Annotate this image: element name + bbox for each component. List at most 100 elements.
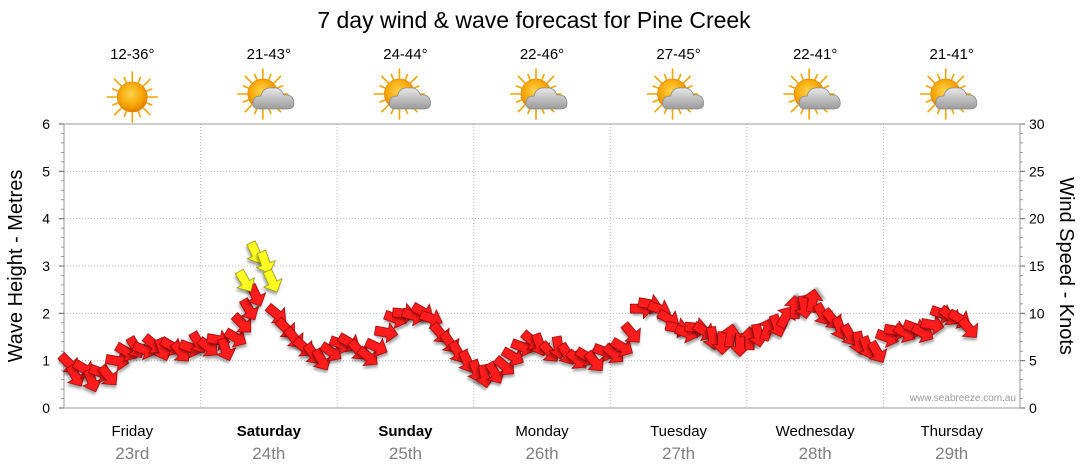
chart-title: 7 day wind & wave forecast for Pine Cree… (317, 7, 751, 33)
wind-arrow (196, 336, 218, 357)
sun-ray-icon (788, 85, 796, 89)
partly-cloudy-icon (919, 68, 978, 120)
cloud-shape-icon (935, 87, 978, 110)
sun-ray-icon (959, 85, 966, 89)
day-name-label: Wednesday (776, 423, 855, 440)
sun-ray-icon (541, 73, 545, 81)
sun-ray-icon (546, 75, 555, 84)
sun-ray-icon (113, 78, 122, 87)
cloud-icon (252, 87, 295, 110)
sun-ray-icon (654, 75, 663, 84)
sun-ray-icon (380, 104, 389, 113)
cloud-icon (798, 87, 841, 110)
wind-arrow (484, 360, 505, 384)
sun-ray-icon (819, 75, 828, 84)
sun-ray-icon (790, 75, 799, 84)
wind-arrow (500, 346, 524, 367)
day-date-label: 27th (662, 444, 695, 463)
left-axis-tick-label: 3 (42, 258, 50, 274)
sun-ray-icon (146, 102, 153, 106)
wind-arrow (867, 339, 888, 363)
sun-ray-icon (123, 110, 127, 118)
left-axis-tick-label: 0 (42, 400, 50, 416)
sun-ray-icon (652, 99, 659, 103)
day-temperature-range: 21-41° (930, 46, 974, 63)
right-axis-tick-label: 5 (1029, 353, 1037, 369)
sun-ray-icon (788, 99, 796, 103)
left-axis-tick-label: 4 (42, 211, 50, 227)
sun-ray-icon (800, 107, 804, 115)
sun-ray-icon (123, 76, 127, 84)
sun-ray-icon (254, 73, 258, 81)
sun-ray-icon (956, 75, 965, 84)
day-temperature-range: 27-45° (656, 46, 700, 63)
sun-ray-icon (936, 107, 941, 115)
left-axis-tick-label: 6 (42, 116, 50, 132)
sun-ray-icon (142, 107, 151, 116)
day-temperature-range: 21-43° (247, 46, 291, 63)
cloud-icon (935, 87, 978, 110)
right-axis-tick-label: 0 (1029, 400, 1037, 416)
sun-ray-icon (677, 73, 682, 81)
sun-ray-icon (517, 104, 526, 113)
wind-arrow (910, 322, 934, 344)
sun-disc-icon (116, 81, 148, 113)
cloud-shape-icon (662, 87, 705, 110)
sun-ray-icon (268, 107, 272, 115)
sun-ray-icon (515, 99, 523, 103)
sun-ray-icon (515, 85, 523, 89)
cloud-shape-icon (389, 87, 431, 110)
wind-arrow (492, 355, 515, 376)
sun-ray-icon (541, 107, 545, 115)
sun-ray-icon (936, 73, 941, 81)
sun-ray-icon (409, 75, 418, 84)
partly-cloudy-icon (237, 68, 295, 120)
sun-ray-icon (142, 78, 151, 87)
wind-arrow (223, 327, 247, 348)
wind-arrow (97, 363, 118, 386)
left-axis-title: Wave Height - Metres (5, 170, 27, 363)
partly-cloudy-icon (373, 68, 431, 120)
sun-ray-icon (113, 107, 122, 116)
left-axis-tick-label: 2 (42, 305, 50, 321)
sun-ray-icon (549, 85, 557, 89)
partly-cloudy-icon (783, 68, 841, 120)
day-temperature-range: 22-46° (520, 46, 564, 63)
day-temperature-range: 22-41° (793, 46, 837, 63)
sun-ray-icon (254, 107, 258, 115)
wind-arrow (230, 312, 252, 333)
wind-arrow (356, 345, 378, 366)
sun-ray-icon (137, 76, 142, 84)
wind-arrow (373, 322, 399, 344)
sun-ray-icon (404, 73, 409, 81)
right-axis-title: Wind Speed - Knots (1055, 177, 1077, 355)
sun-icon (106, 71, 159, 123)
sun-ray-icon (137, 110, 142, 118)
cloud-shape-icon (252, 87, 295, 110)
wind-arrow (720, 323, 742, 349)
cloud-icon (662, 87, 705, 110)
day-temperature-range: 24-44° (383, 46, 427, 63)
partly-cloudy-icon (646, 68, 705, 120)
day-date-label: 24th (252, 444, 285, 463)
right-axis-tick-label: 20 (1029, 211, 1045, 227)
wind-arrow (601, 342, 624, 364)
sun-ray-icon (927, 104, 936, 113)
right-axis-tick-label: 15 (1029, 258, 1045, 274)
sun-ray-icon (404, 107, 409, 115)
day-name-label: Sunday (378, 423, 433, 440)
day-name-label: Monday (515, 423, 569, 440)
wind-arrow (239, 297, 260, 321)
day-date-label: 29th (935, 444, 968, 463)
sun-ray-icon (927, 75, 936, 84)
cloud-icon (389, 87, 431, 110)
sun-ray-icon (380, 75, 389, 84)
sun-ray-icon (814, 73, 818, 81)
sun-ray-icon (800, 73, 804, 81)
sun-ray-icon (823, 85, 830, 89)
sun-ray-icon (925, 99, 932, 103)
sun-ray-icon (663, 107, 668, 115)
sun-ray-icon (112, 102, 119, 106)
day-name-label: Tuesday (650, 423, 707, 440)
sun-ray-icon (814, 107, 818, 115)
